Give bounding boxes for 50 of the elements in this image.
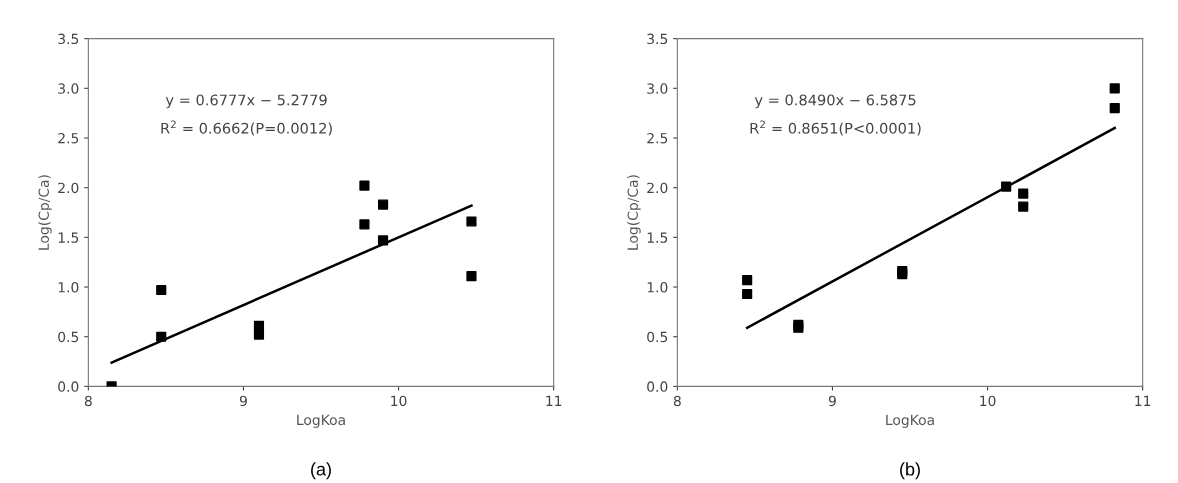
x-tick-label: 8 (84, 395, 92, 407)
point (359, 219, 370, 230)
y-tick-label: 3.0 (58, 83, 79, 94)
y-tick-label: 1.0 (58, 282, 79, 293)
x-tick-label: 11 (1135, 395, 1151, 406)
x-axis-title: LogKoa (297, 414, 345, 428)
y-tick-label: 1.5 (58, 232, 79, 243)
y-tick-label: 3.5 (58, 33, 79, 45)
point (1109, 83, 1120, 94)
x-tick-label: 9 (239, 395, 247, 407)
point (1018, 188, 1029, 199)
point (156, 331, 167, 342)
point (466, 216, 477, 227)
x-tick-label: 11 (546, 395, 562, 406)
annotation: R$^{2}$ = 0.6662(P=0.0012) (161, 120, 332, 136)
x-tick-label: 9 (828, 395, 836, 407)
x-axis-title: LogKoa (886, 414, 934, 428)
y-tick-label: 2.0 (58, 182, 79, 194)
point (1109, 103, 1120, 114)
annotation: R$^{2}$ = 0.8651(P<0.0001) (750, 120, 921, 136)
annotation: y = 0.8490x − 6.5875 (754, 94, 916, 109)
y-tick-label: 0.5 (58, 331, 79, 343)
point (466, 271, 477, 282)
y-tick-label: 2.0 (647, 182, 668, 194)
y-tick-label: 0.5 (647, 331, 668, 343)
point (1018, 201, 1029, 212)
y-tick-label: 1.0 (647, 282, 668, 293)
text: (a) (311, 462, 331, 480)
y-tick-label: 3.0 (647, 83, 668, 94)
point (359, 180, 370, 191)
point (742, 288, 753, 300)
y-tick-label: 2.5 (647, 132, 668, 144)
point (742, 274, 753, 286)
point (377, 235, 389, 246)
y-tick-label: 1.5 (647, 232, 668, 243)
text: (b) (900, 462, 920, 480)
y-tick-label: 3.5 (647, 33, 668, 45)
point (253, 329, 265, 340)
point (156, 284, 167, 296)
point (377, 199, 389, 210)
y-tick-label: 0.0 (647, 381, 668, 392)
y-axis-title: Log(Cp/Ca) (627, 175, 641, 250)
y-tick-label: 2.5 (58, 132, 79, 144)
x-tick-label: 10 (391, 395, 407, 407)
x-tick-label: 8 (673, 395, 681, 407)
y-tick-label: 0.0 (58, 381, 79, 392)
point (1001, 181, 1012, 192)
annotation: y = 0.6777x − 5.2779 (165, 94, 327, 109)
y-axis-title: Log(Cp/Ca) (38, 175, 52, 250)
x-tick-label: 10 (980, 395, 996, 407)
